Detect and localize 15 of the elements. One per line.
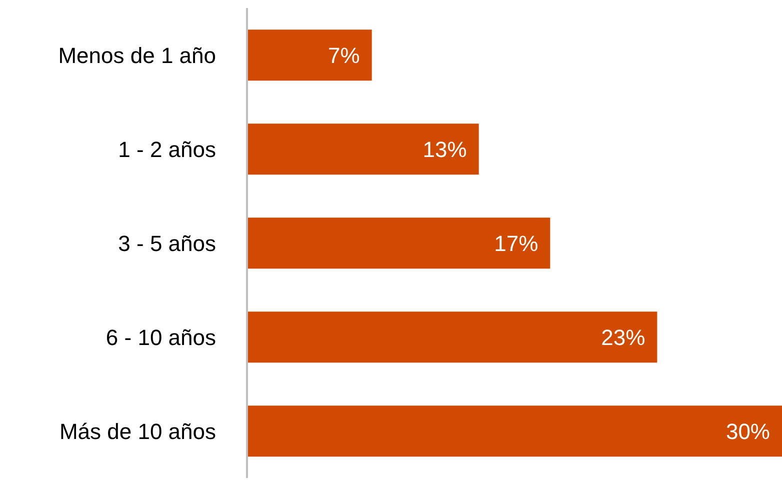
bar xyxy=(247,124,479,175)
y-tick-label: Más de 10 años xyxy=(59,418,216,444)
bar xyxy=(247,312,658,363)
data-label: 7% xyxy=(328,42,360,68)
bar xyxy=(247,30,372,81)
data-label: 30% xyxy=(726,418,770,444)
data-label: 23% xyxy=(601,324,646,350)
y-tick-label: Menos de 1 año xyxy=(58,42,216,68)
y-tick-label: 6 - 10 años xyxy=(106,324,216,350)
y-tick-label: 1 - 2 años xyxy=(118,136,216,162)
data-label: 13% xyxy=(422,136,467,162)
bar xyxy=(247,218,550,269)
y-tick-label: 3 - 5 años xyxy=(118,230,216,256)
bar xyxy=(247,406,782,457)
data-label: 17% xyxy=(494,230,538,256)
